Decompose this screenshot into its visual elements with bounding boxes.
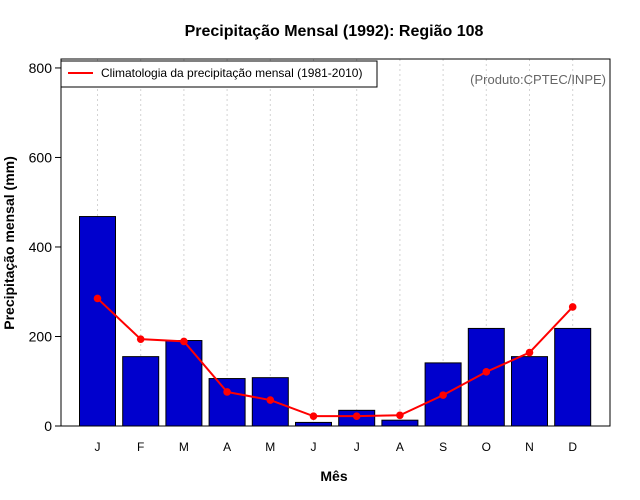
bar bbox=[208, 378, 246, 427]
climatology-point bbox=[568, 303, 577, 311]
bar bbox=[165, 340, 203, 427]
climatology-point bbox=[93, 294, 102, 303]
x-tick-label: J bbox=[95, 440, 101, 454]
y-tick-label: 400 bbox=[29, 239, 53, 255]
plot-frame bbox=[60, 58, 611, 427]
climatology-point bbox=[439, 391, 447, 399]
climatology-point bbox=[136, 335, 145, 343]
bar bbox=[554, 327, 592, 427]
x-axis-label: Mês bbox=[320, 468, 347, 484]
x-tick-label: A bbox=[223, 440, 231, 454]
climatology-polyline bbox=[96, 297, 574, 418]
credit-annotation: (Produto:CPTEC/INPE) bbox=[470, 72, 606, 87]
legend-box bbox=[60, 60, 378, 88]
y-tick-label: 0 bbox=[44, 418, 52, 434]
x-tick-label: M bbox=[179, 440, 189, 454]
climatology-point bbox=[482, 368, 491, 376]
x-tick-label: A bbox=[396, 440, 404, 454]
legend-label: Climatologia da precipitação mensal (198… bbox=[101, 66, 362, 80]
climatology-point bbox=[396, 411, 404, 420]
y-tick-label: 800 bbox=[29, 60, 53, 76]
climatology-point bbox=[266, 396, 275, 404]
bar bbox=[381, 419, 419, 427]
x-tick-label: J bbox=[354, 440, 360, 454]
x-tick-label: M bbox=[265, 440, 275, 454]
bar bbox=[467, 327, 505, 427]
x-tick-label: N bbox=[525, 440, 534, 454]
chart-title: Precipitação Mensal (1992): Região 108 bbox=[185, 23, 484, 40]
legend: Climatologia da precipitação mensal (198… bbox=[60, 60, 378, 88]
climatology-line bbox=[93, 294, 577, 420]
x-tick-label: O bbox=[482, 440, 491, 454]
climatology-point bbox=[309, 412, 318, 420]
y-axis: 0 200 400 600 800 bbox=[29, 60, 61, 434]
y-axis-label: Precipitação mensal (mm) bbox=[1, 156, 17, 330]
x-tick-label: J bbox=[311, 440, 317, 454]
bar bbox=[79, 216, 116, 427]
climatology-point bbox=[352, 412, 361, 420]
bar bbox=[511, 356, 548, 427]
bar bbox=[295, 421, 332, 427]
climatology-point bbox=[223, 388, 231, 396]
y-tick-label: 200 bbox=[29, 328, 53, 344]
climatology-point bbox=[180, 337, 188, 346]
bar bbox=[122, 356, 160, 427]
climatology-point bbox=[525, 348, 534, 357]
bars bbox=[79, 216, 592, 427]
x-tick-label: F bbox=[137, 440, 144, 454]
x-tick-label: S bbox=[439, 440, 447, 454]
x-tick-label: D bbox=[568, 440, 577, 454]
y-tick-label: 600 bbox=[29, 149, 53, 165]
